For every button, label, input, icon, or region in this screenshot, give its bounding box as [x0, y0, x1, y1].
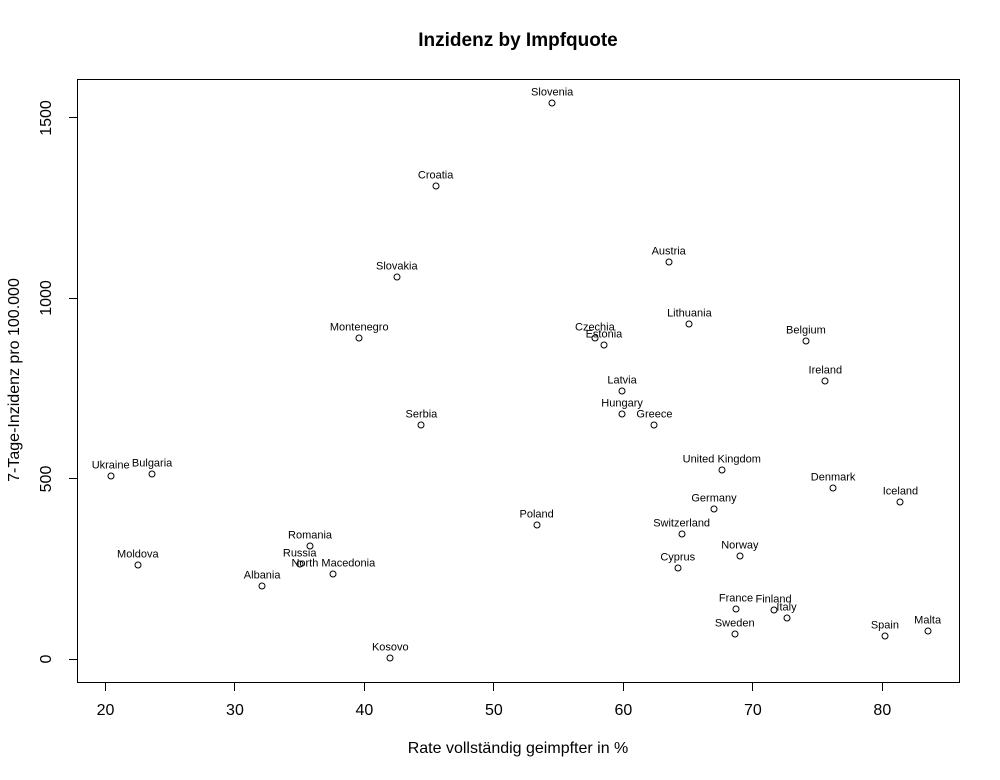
data-point [386, 654, 394, 662]
data-point [881, 632, 889, 640]
x-axis-tick [752, 683, 754, 691]
x-axis-tick [363, 683, 365, 691]
data-point [896, 498, 904, 505]
x-axis-tick [622, 683, 624, 691]
chart-title: Inzidenz by Impfquote [418, 30, 618, 51]
data-point [393, 273, 401, 281]
y-axis-tick-label: 500 [38, 465, 55, 493]
point-label: Croatia [417, 169, 454, 182]
data-point [329, 570, 337, 578]
data-point [600, 341, 608, 349]
point-label: Denmark [810, 471, 856, 484]
data-point [718, 466, 726, 474]
point-label: Kosovo [371, 641, 409, 654]
point-label: Czechia [575, 321, 615, 334]
data-point [306, 542, 314, 550]
point-label: Hungary [601, 397, 643, 410]
point-label: Poland [519, 508, 554, 521]
data-point [924, 627, 932, 635]
point-label: Estonia [585, 328, 623, 341]
point-label: Austria [651, 245, 686, 258]
point-label: Norway [721, 539, 759, 552]
point-label: Greece [636, 408, 673, 421]
y-axis-tick-label: 1000 [38, 280, 55, 317]
point-label: Lithuania [667, 307, 712, 320]
x-axis-tick [234, 683, 236, 691]
y-axis-tick [69, 117, 77, 119]
point-label: Bulgaria [131, 457, 173, 470]
y-axis-tick [69, 297, 77, 299]
x-axis-tick-label: 20 [96, 702, 115, 719]
data-point [432, 182, 440, 190]
data-point [770, 606, 778, 614]
x-axis-tick-label: 60 [614, 702, 633, 719]
y-axis-tick [69, 658, 77, 660]
data-point [665, 258, 673, 266]
point-label: Ukraine [91, 459, 130, 472]
y-axis-label: 7-Tage-Inzidenz pro 100.000 [6, 278, 23, 482]
x-axis-tick-label: 40 [355, 702, 374, 719]
x-axis-tick-label: 70 [743, 702, 762, 719]
data-point [802, 337, 810, 345]
data-point [685, 320, 693, 328]
data-point [107, 472, 115, 480]
data-point [148, 470, 156, 478]
point-label: North Macedonia [291, 557, 376, 570]
data-point [591, 334, 599, 342]
data-point [783, 614, 790, 622]
data-point [731, 630, 739, 638]
point-label: United Kingdom [682, 453, 761, 466]
data-point [134, 561, 142, 569]
point-label: Slovakia [375, 260, 418, 273]
point-label: Malta [914, 614, 942, 627]
data-point [533, 521, 541, 529]
point-label: Montenegro [329, 321, 389, 334]
x-axis-tick [104, 683, 106, 691]
point-label: Russia [282, 547, 317, 560]
point-label: Romania [288, 529, 333, 542]
x-axis-tick-label: 80 [873, 702, 892, 719]
point-label: Sweden [714, 617, 755, 630]
y-axis-tick-label: 1500 [38, 100, 55, 136]
data-point [710, 505, 718, 513]
point-label: Spain [870, 619, 899, 632]
point-label: Cyprus [660, 551, 696, 564]
point-label: Latvia [607, 374, 637, 387]
x-axis-label: Rate vollständig geimpfter in % [407, 740, 629, 757]
y-axis-tick-label: 0 [38, 654, 55, 664]
point-label: Serbia [405, 408, 438, 421]
x-axis-tick-label: 50 [484, 702, 503, 719]
point-label: Germany [691, 492, 737, 505]
point-label: Belgium [786, 324, 826, 337]
x-axis-tick-label: 30 [226, 702, 244, 719]
x-axis-tick [881, 683, 883, 691]
data-point [650, 421, 658, 429]
point-label: Switzerland [653, 517, 711, 530]
data-point [548, 99, 556, 107]
data-point [732, 605, 740, 613]
point-label: Italy [776, 601, 797, 614]
plot-frame [77, 79, 960, 683]
point-label: Albania [243, 569, 281, 582]
data-point [829, 484, 837, 492]
point-label: Finland [755, 593, 792, 606]
data-point [736, 552, 744, 560]
point-label: Moldova [117, 548, 159, 561]
data-point [618, 387, 626, 395]
x-axis-tick [493, 683, 495, 691]
point-label: Iceland [882, 485, 919, 497]
y-axis-tick [69, 478, 77, 480]
data-point [678, 530, 686, 538]
data-point [258, 582, 266, 590]
point-label: France [718, 592, 754, 605]
data-point [821, 377, 829, 385]
data-point [296, 560, 304, 568]
point-label: Slovenia [531, 86, 574, 99]
data-point [674, 564, 682, 572]
data-point [355, 334, 363, 342]
point-label: Ireland [808, 364, 843, 377]
data-point [618, 410, 626, 418]
data-point [417, 421, 425, 429]
